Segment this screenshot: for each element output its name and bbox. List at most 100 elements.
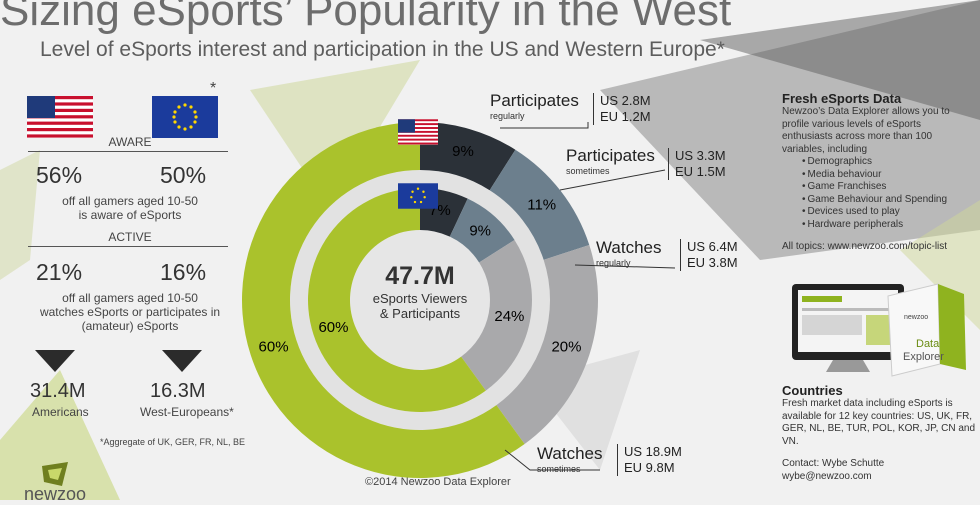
segment-label: 60% (259, 339, 289, 356)
category-values: US 2.8M EU 1.2M (593, 93, 651, 125)
segment-label: 11% (527, 197, 556, 214)
aware-divider (28, 151, 228, 152)
fresh-data-panel: Fresh eSports Data Newzoo’s Data Explore… (782, 91, 972, 254)
box-brand: newzoo (904, 314, 929, 321)
donut-segment-us (496, 244, 599, 445)
donut-segment-us (242, 122, 525, 478)
aware-description: off all gamers aged 10-50 is aware of eS… (20, 194, 240, 222)
center-line: & Participants (379, 306, 461, 321)
fresh-item: Devices used to play (802, 206, 972, 219)
contact-name: Contact: Wybe Schutte (782, 458, 885, 469)
donut-segment-us (489, 149, 590, 260)
eu-value: EU 3.8M (687, 255, 738, 270)
segment-label: 60% (318, 319, 348, 336)
donut-segment-eu (461, 239, 532, 391)
fresh-item: Demographics (802, 156, 972, 169)
segment-label: 24% (494, 308, 524, 325)
callout-line (504, 449, 600, 471)
all-topics-link[interactable]: All topics: www.newzoo.com/topic-list (782, 241, 948, 252)
aware-us-value: 56% (36, 162, 83, 188)
eu-asterisk: * (210, 80, 217, 97)
page-title: Sizing eSports’ Popularity in the West (0, 0, 732, 35)
active-desc-line: watches eSports or participates in (39, 305, 221, 319)
category-name: Participates (566, 146, 655, 165)
donut-segment-eu (308, 187, 486, 412)
countries-title: Countries (782, 383, 843, 398)
down-arrow-icon (162, 350, 202, 372)
total-eu-value: 16.3M (150, 380, 206, 402)
center-total: 47.7M (385, 262, 455, 290)
callout-line (559, 169, 666, 191)
category-name: Watches (537, 444, 603, 463)
active-eu-value: 16% (160, 259, 207, 285)
down-arrow-icon (35, 350, 75, 372)
aware-desc-line: off all gamers aged 10-50 (62, 194, 198, 208)
eu-value: EU 1.2M (600, 109, 651, 124)
category-sub: regularly (596, 258, 631, 268)
category-values: US 18.9M EU 9.8M (617, 444, 682, 476)
category-watches-regularly: Watches regularly (596, 238, 662, 268)
us-value: US 2.8M (600, 93, 651, 108)
eu-value: EU 1.5M (675, 164, 726, 179)
active-desc-line: (amateur) eSports (81, 319, 179, 333)
aware-desc-line: is aware of eSports (78, 208, 182, 222)
page-subtitle: Level of eSports interest and participat… (40, 38, 725, 61)
copyright: ©2014 Newzoo Data Explorer (365, 476, 511, 488)
category-sub: sometimes (537, 464, 581, 474)
category-name: Watches (596, 238, 662, 257)
us-value: US 6.4M (687, 239, 738, 254)
box-line: Explorer (903, 351, 944, 363)
total-eu-label: West-Europeans* (140, 405, 234, 419)
callout-line (574, 264, 676, 269)
eu-value: EU 9.8M (624, 460, 675, 475)
us-flag-icon (27, 96, 93, 138)
donut-segment-us (420, 122, 516, 191)
category-participates-regularly: Participates regularly (490, 91, 579, 121)
contact-email[interactable]: wybe@newzoo.com (782, 470, 872, 482)
box-line: Data (916, 338, 940, 350)
fresh-items-list: DemographicsMedia behaviourGame Franchis… (782, 156, 972, 231)
footnote: *Aggregate of UK, GER, FR, NL, BE (100, 437, 246, 447)
category-sub: regularly (490, 111, 525, 121)
donut-hole (350, 230, 490, 370)
ring-gap (290, 170, 550, 430)
total-us-value: 31.4M (30, 380, 86, 402)
countries-panel: Countries Fresh market data including eS… (782, 383, 977, 483)
center-line: eSports Viewers (372, 291, 468, 306)
callout-line (500, 122, 589, 129)
fresh-item: Hardware peripherals (802, 219, 972, 232)
category-participates-sometimes: Participates sometimes (566, 146, 655, 176)
data-explorer-product-icon (792, 283, 966, 377)
countries-text: Fresh market data including eSports is a… (782, 398, 976, 447)
us-flag-small-icon (398, 119, 438, 145)
newzoo-logo-icon (42, 462, 68, 486)
aware-eu-value: 50% (160, 162, 207, 188)
logo-text: newzoo (24, 484, 87, 504)
category-values: US 3.3M EU 1.5M (668, 148, 726, 180)
donut-center: 47.7M eSports Viewers & Participants (355, 262, 485, 321)
fresh-item: Game Behaviour and Spending (802, 194, 972, 207)
category-name: Participates (490, 91, 579, 110)
donut-segment-eu (449, 198, 515, 263)
segment-label: 9% (469, 223, 491, 240)
fresh-item: Media behaviour (802, 169, 972, 182)
eu-flag-small-icon (398, 183, 438, 209)
total-us-label: Americans (32, 405, 89, 419)
category-values: US 6.4M EU 3.8M (680, 239, 738, 271)
active-desc-line: off all gamers aged 10-50 (62, 291, 198, 305)
active-label: ACTIVE (108, 230, 152, 244)
segment-label: 20% (551, 339, 581, 356)
eu-flag-icon (152, 96, 218, 138)
aware-label: AWARE (108, 135, 152, 149)
fresh-item: Game Franchises (802, 181, 972, 194)
fresh-title: Fresh eSports Data (782, 91, 902, 106)
us-value: US 18.9M (624, 444, 682, 459)
active-description: off all gamers aged 10-50 watches eSport… (20, 291, 240, 333)
us-value: US 3.3M (675, 148, 726, 163)
segment-label: 9% (452, 143, 474, 160)
active-divider (28, 246, 228, 247)
active-us-value: 21% (36, 259, 83, 285)
category-watches-sometimes: Watches sometimes (537, 444, 603, 474)
fresh-text: Newzoo’s Data Explorer allows you to pro… (782, 106, 950, 155)
